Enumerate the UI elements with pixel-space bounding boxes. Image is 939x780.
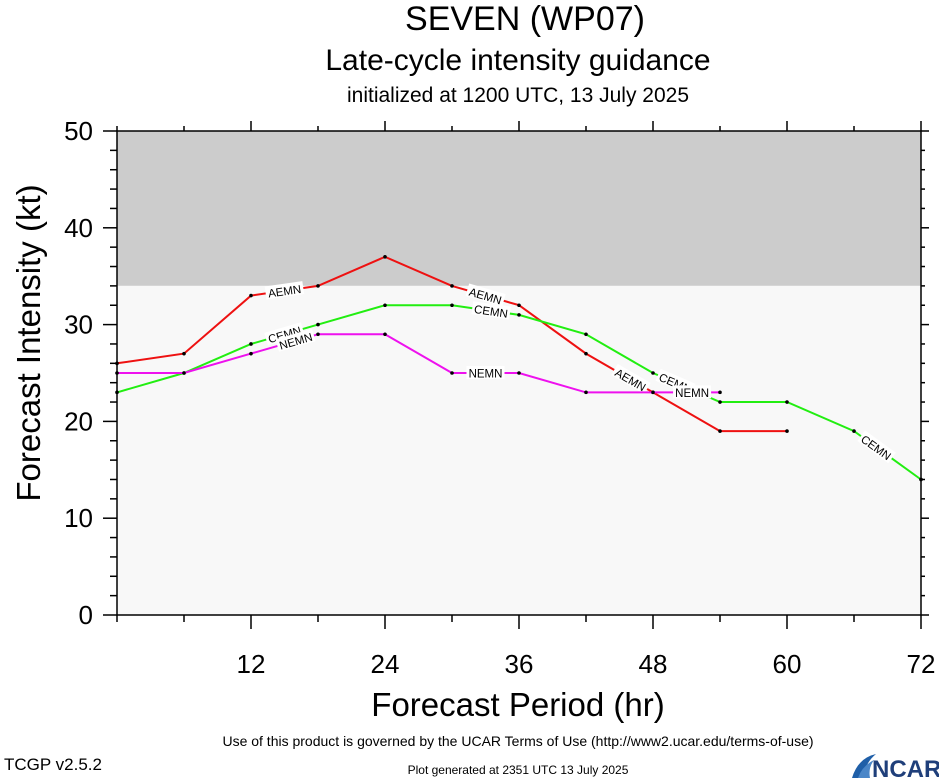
series-label-background bbox=[465, 283, 506, 307]
data-point-aemn bbox=[249, 293, 253, 298]
series-label-background bbox=[275, 328, 316, 352]
data-point-nemn bbox=[316, 332, 320, 337]
data-point-aemn bbox=[785, 429, 789, 433]
data-point-cemn bbox=[249, 342, 253, 346]
series-label-background bbox=[264, 281, 305, 300]
series-label-background bbox=[264, 322, 305, 346]
data-point-cemn bbox=[316, 322, 320, 327]
data-point-nemn bbox=[182, 371, 186, 375]
x-tick-label: 24 bbox=[371, 649, 400, 679]
data-point-cemn bbox=[584, 332, 588, 337]
chart-title: SEVEN (WP07) bbox=[405, 0, 645, 38]
data-point-nemn bbox=[584, 390, 588, 395]
series-label-text: NEMN bbox=[675, 388, 709, 400]
data-point-cemn bbox=[450, 303, 454, 308]
data-point-aemn bbox=[383, 255, 387, 259]
series-label-nemn: NEMN bbox=[673, 385, 712, 400]
series-label-text: NEMN bbox=[469, 369, 503, 381]
data-point-cemn bbox=[785, 400, 789, 404]
axis-ticks: 0 10 20 30 40 50 12 24 36 48 60 72 bbox=[64, 116, 935, 679]
x-tick-label: 60 bbox=[773, 649, 802, 679]
series-label-background bbox=[857, 430, 896, 464]
y-tick-label: 0 bbox=[79, 600, 93, 630]
data-point-cemn bbox=[651, 371, 655, 375]
y-tick-label: 50 bbox=[64, 116, 93, 146]
data-point-nemn bbox=[651, 390, 655, 395]
series-line-nemn bbox=[117, 333, 720, 394]
version-label: TCGP v2.5.2 bbox=[4, 755, 102, 774]
data-point-nemn bbox=[450, 371, 454, 375]
x-axis-label: Forecast Period (hr) bbox=[371, 686, 665, 723]
series-label-background bbox=[466, 366, 505, 379]
y-tick-label: 30 bbox=[64, 310, 93, 340]
x-tick-label: 72 bbox=[907, 649, 936, 679]
intensity-band-below-ts bbox=[117, 285, 921, 615]
series-label-background bbox=[611, 363, 651, 395]
data-point-aemn bbox=[584, 351, 588, 356]
initialization-time: initialized at 1200 UTC, 13 July 2025 bbox=[346, 84, 690, 107]
data-point-cemn bbox=[115, 390, 119, 395]
data-point-cemn bbox=[718, 400, 722, 404]
data-point-aemn bbox=[517, 303, 521, 308]
ncar-logo-text: NCAR bbox=[872, 756, 939, 780]
data-point-nemn bbox=[115, 371, 119, 375]
x-tick-label: 48 bbox=[639, 649, 668, 679]
terms-of-use-notice: Use of this product is governed by the U… bbox=[222, 733, 814, 749]
data-point-nemn bbox=[249, 351, 253, 356]
x-tick-label: 12 bbox=[237, 649, 266, 679]
y-tick-label: 40 bbox=[64, 213, 93, 243]
series-label-background bbox=[673, 385, 712, 399]
data-point-cemn bbox=[852, 429, 856, 433]
data-point-aemn bbox=[450, 284, 454, 288]
series-label-aemn: AEMN bbox=[264, 281, 305, 301]
data-point-nemn bbox=[718, 390, 722, 395]
chart-subtitle: Late-cycle intensity guidance bbox=[325, 44, 711, 77]
data-point-cemn bbox=[517, 313, 521, 317]
series-label-text: AEMN bbox=[267, 284, 302, 301]
intensity-band-ts bbox=[117, 131, 921, 286]
y-axis-label: Forecast Intensity (kt) bbox=[10, 184, 47, 502]
intensity-bands: TS bbox=[117, 104, 921, 615]
data-point-aemn bbox=[718, 429, 722, 433]
y-tick-label: 10 bbox=[64, 503, 93, 533]
data-point-nemn bbox=[383, 332, 387, 337]
data-point-aemn bbox=[182, 351, 186, 356]
band-label-ts: TS bbox=[197, 104, 217, 121]
y-tick-label: 20 bbox=[64, 406, 93, 436]
series-label-cemn: CEMN bbox=[471, 301, 511, 321]
series-label-text: CEMN bbox=[473, 304, 508, 321]
generated-timestamp: Plot generated at 2351 UTC 13 July 2025 bbox=[407, 763, 629, 777]
ncar-logo: NCAR bbox=[852, 754, 939, 780]
data-point-nemn bbox=[517, 371, 521, 375]
x-tick-label: 36 bbox=[505, 649, 534, 679]
data-point-cemn bbox=[383, 303, 387, 308]
series-label-nemn: NEMN bbox=[466, 366, 505, 381]
data-point-aemn bbox=[316, 284, 320, 288]
series-label-background bbox=[471, 301, 511, 320]
